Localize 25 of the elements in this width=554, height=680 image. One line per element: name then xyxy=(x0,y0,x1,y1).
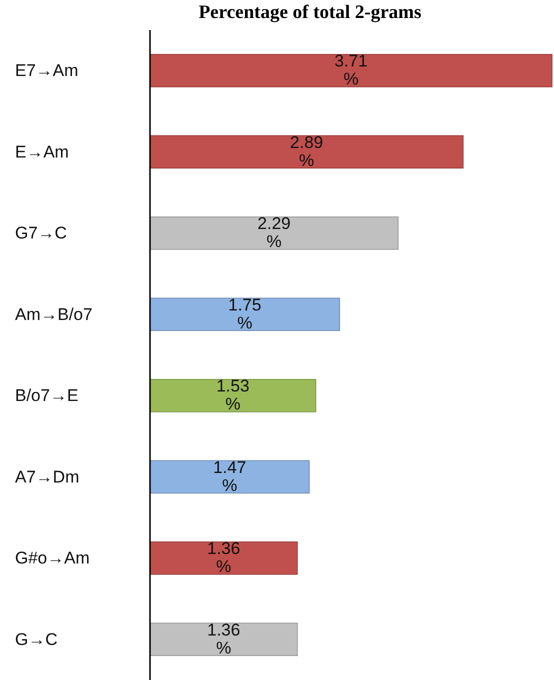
bar xyxy=(150,541,298,575)
y-tick-label: Am→B/o7 xyxy=(15,304,92,324)
y-tick-label: B/o7→E xyxy=(15,386,78,406)
data-label: 1.53 % xyxy=(216,376,250,414)
y-tick-label: G#o→Am xyxy=(15,548,90,568)
bar xyxy=(150,298,340,332)
data-label: 2.29 % xyxy=(258,214,291,252)
bar xyxy=(150,378,316,412)
bar xyxy=(150,460,310,494)
data-label: 3.71 % xyxy=(334,52,368,89)
y-tick-label: E→Am xyxy=(15,142,69,162)
y-tick-label: A7→Dm xyxy=(15,467,80,486)
data-label: 1.75 % xyxy=(228,295,262,332)
y-tick-label: G→C xyxy=(15,630,58,649)
data-label: 2.89 % xyxy=(290,132,324,170)
bar xyxy=(150,135,464,169)
bar xyxy=(150,216,399,250)
chart-title: Percentage of total 2-grams xyxy=(198,2,422,23)
data-label: 1.47 % xyxy=(213,458,246,495)
data-label: 1.36 % xyxy=(207,620,240,658)
bar xyxy=(150,54,552,88)
y-tick-label: G7→C xyxy=(15,224,67,243)
y-tick-label: E7→Am xyxy=(15,61,78,80)
bar xyxy=(150,622,298,656)
data-label: 1.36 % xyxy=(207,539,240,576)
